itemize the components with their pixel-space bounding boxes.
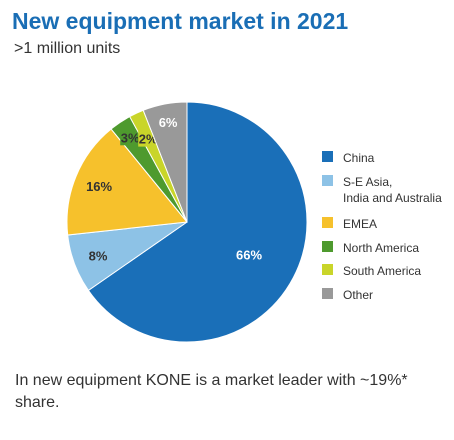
chart-title: New equipment market in 2021 [12,8,349,34]
legend-label: North America [343,241,420,255]
footnote-text: In new equipment KONE is a market leader… [15,372,408,411]
data-label-bg [158,113,179,130]
legend-item: South America [322,263,421,279]
legend-swatch [322,264,333,275]
data-label: 66% [236,248,262,263]
legend-swatch [322,217,333,228]
legend-label: S-E Asia, India and Australia [343,175,442,205]
data-label: 8% [89,248,108,263]
pie-slice-china [87,101,308,343]
legend-swatch [322,175,333,186]
legend-label: Other [343,288,374,302]
legend-label: South America [343,264,422,278]
chart-subtitle: >1 million units [14,40,121,57]
pie-slice-emea [66,128,188,236]
pie-slice-other [142,101,188,223]
data-label: 3% [121,130,140,145]
legend-label: China [343,151,375,165]
legend-item: EMEA [322,216,377,232]
legend-item: Other [322,287,373,303]
data-label: 16% [86,179,112,194]
legend-label: EMEA [343,217,378,231]
legend-swatch [322,151,333,162]
legend-swatch [322,241,333,252]
legend-swatch [322,288,333,299]
legend-item: China [322,150,374,166]
legend-item: S-E Asia, India and Australia [322,174,442,206]
data-label-bg [120,129,141,146]
legend-item: North America [322,240,419,256]
data-label: 6% [159,115,178,130]
